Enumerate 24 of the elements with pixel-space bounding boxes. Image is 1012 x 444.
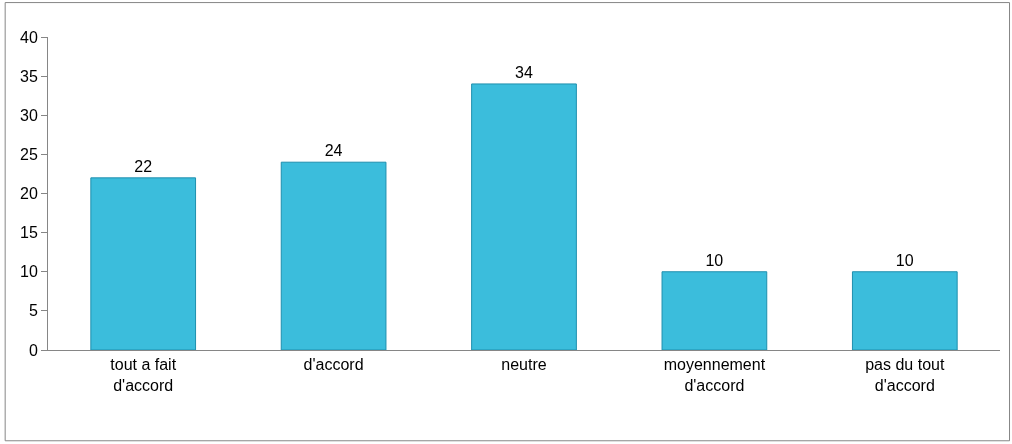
bar xyxy=(90,177,197,350)
y-tick-label: 10 xyxy=(20,263,38,281)
y-tick-label: 30 xyxy=(20,106,38,124)
data-label: 34 xyxy=(515,63,533,81)
bar xyxy=(280,161,387,350)
x-tick-label: tout a fait d'accord xyxy=(110,356,177,394)
data-label: 24 xyxy=(324,142,343,160)
data-label: 10 xyxy=(705,251,724,269)
y-tick-label: 35 xyxy=(20,67,38,85)
y-tick-label: 25 xyxy=(20,145,38,163)
x-tick-label: moyennement d'accord xyxy=(663,356,766,394)
y-tick-label: 0 xyxy=(28,341,38,359)
y-tick-label: 5 xyxy=(28,302,38,320)
x-tick-label: pas du tout d'accord xyxy=(865,356,945,394)
x-tick-label: d'accord xyxy=(303,356,364,374)
bar xyxy=(661,271,768,350)
data-label: 22 xyxy=(134,157,153,175)
x-tick-label: neutre xyxy=(501,356,547,374)
bar xyxy=(471,83,577,350)
y-tick-label: 15 xyxy=(20,224,38,242)
data-label: 10 xyxy=(895,251,914,269)
bar xyxy=(851,271,958,350)
y-tick-label: 20 xyxy=(20,185,38,203)
y-tick-label: 40 xyxy=(20,28,38,46)
